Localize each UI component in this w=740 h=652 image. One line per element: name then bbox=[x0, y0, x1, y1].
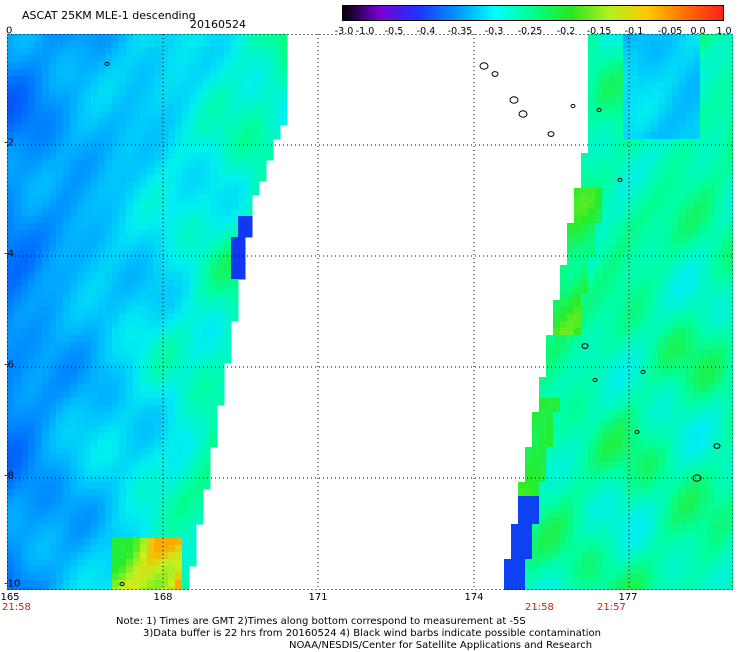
x-tick-177: 177 bbox=[618, 592, 638, 603]
note-line-1: Note: 1) Times are GMT 2)Times along bot… bbox=[116, 616, 526, 627]
x-tick-168: 168 bbox=[153, 592, 173, 603]
colorbar-label: -0.15 bbox=[586, 26, 612, 37]
x-tick-174: 174 bbox=[464, 592, 484, 603]
colorbar-label: 1.0 bbox=[716, 26, 732, 37]
colorbar-label: -0.05 bbox=[657, 26, 683, 37]
y-tick-10: -10 bbox=[4, 578, 21, 590]
colorbar-label: -0.25 bbox=[517, 26, 543, 37]
y-tick-6: -6 bbox=[4, 359, 14, 371]
x-tick-171: 171 bbox=[308, 592, 328, 603]
colorbar bbox=[342, 5, 724, 21]
colorbar-labels: -3.0 -1.0 -0.5 -0.4 -0.35 -0.3 -0.25 -0.2 -0.15 -… bbox=[330, 26, 740, 38]
colorbar-label: -3.0 bbox=[334, 26, 354, 37]
island-outlines bbox=[104, 61, 721, 587]
colorbar-label: -0.3 bbox=[484, 26, 504, 37]
x-tick-165: 165 bbox=[0, 592, 20, 603]
note-line-3: NOAA/NESDIS/Center for Satellite Applica… bbox=[289, 640, 593, 651]
map-grid bbox=[7, 34, 733, 590]
colorbar-label: -1.0 bbox=[355, 26, 375, 37]
colorbar-gradient bbox=[342, 5, 724, 21]
map-date: 20160524 bbox=[190, 18, 246, 31]
colorbar-label: -0.4 bbox=[416, 26, 436, 37]
y-tick-8: -8 bbox=[4, 470, 14, 482]
colorbar-label: 0.0 bbox=[690, 26, 706, 37]
time-label-2: 21:58 bbox=[525, 602, 554, 613]
time-label-1: 21:58 bbox=[2, 602, 31, 613]
y-tick-4: -4 bbox=[4, 248, 14, 260]
colorbar-label: -0.1 bbox=[624, 26, 644, 37]
swath-west bbox=[7, 34, 288, 590]
colorbar-label: -0.2 bbox=[556, 26, 576, 37]
colorbar-label: -0.35 bbox=[447, 26, 473, 37]
y-tick-2: -2 bbox=[4, 137, 14, 149]
swath-east bbox=[504, 34, 733, 590]
map-title: ASCAT 25KM MLE-1 descending bbox=[22, 9, 196, 22]
time-label-3: 21:57 bbox=[597, 602, 626, 613]
map-plot bbox=[7, 34, 733, 590]
note-line-2: 3)Data buffer is 22 hrs from 20160524 4)… bbox=[143, 628, 601, 639]
colorbar-label: -0.5 bbox=[384, 26, 404, 37]
y-tick-0: 0 bbox=[6, 25, 13, 37]
